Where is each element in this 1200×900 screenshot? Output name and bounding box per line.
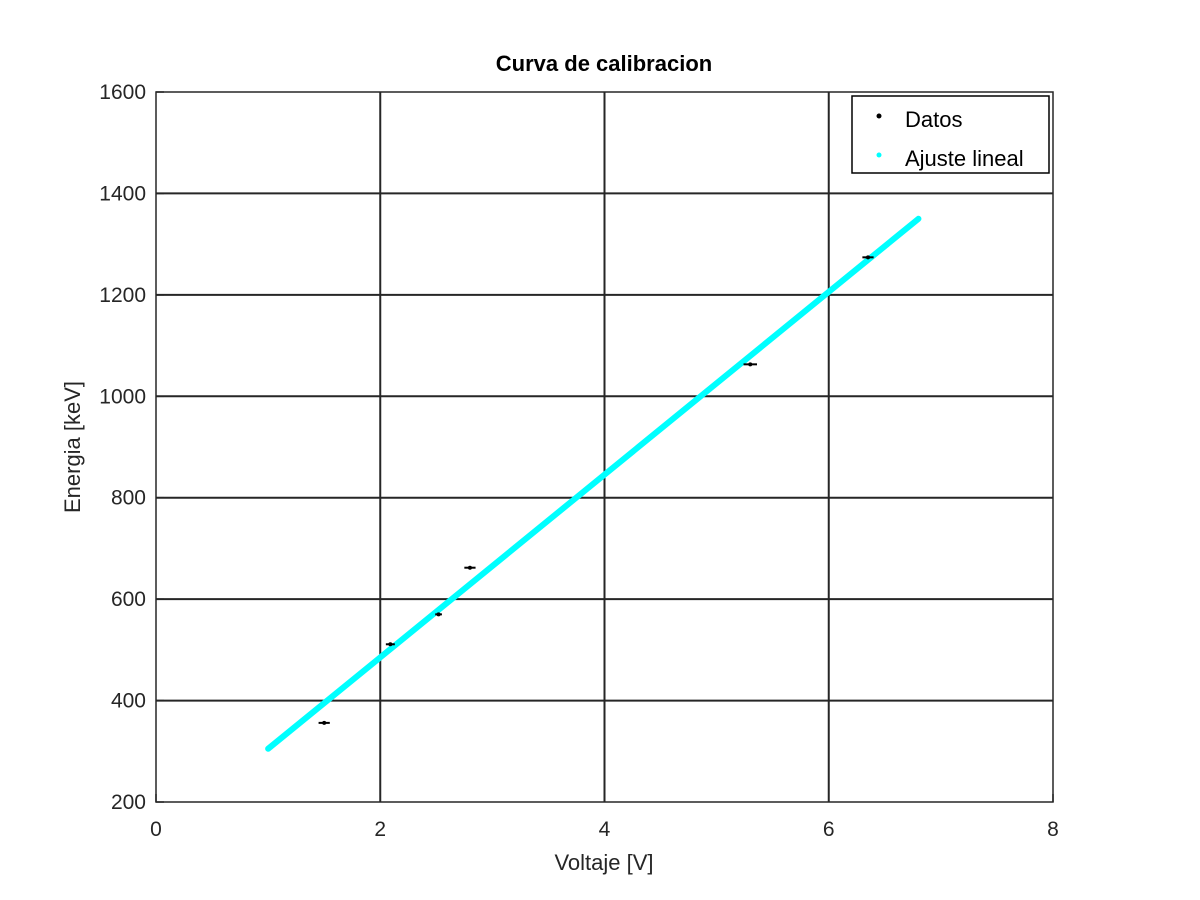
x-tick-label: 6 (823, 818, 835, 841)
y-tick-label: 600 (111, 588, 146, 611)
x-axis-label: Voltaje [V] (554, 850, 653, 875)
y-tick-label: 200 (111, 791, 146, 814)
x-tick-label: 0 (150, 818, 162, 841)
data-point (436, 612, 441, 617)
legend-marker-datos (876, 113, 882, 119)
x-tick-label: 2 (374, 818, 386, 841)
legend-label-ajuste: Ajuste lineal (905, 146, 1024, 171)
y-ticks: 200 400 600 800 1000 1200 1400 1600 (99, 81, 164, 814)
x-tick-label: 8 (1047, 818, 1059, 841)
legend-label-datos: Datos (905, 107, 962, 132)
x-tick-label: 4 (599, 818, 611, 841)
data-points-group (318, 255, 874, 725)
data-point (388, 642, 393, 647)
y-tick-label: 400 (111, 690, 146, 713)
data-point (322, 720, 327, 725)
data-point (467, 565, 472, 570)
y-tick-label: 1200 (99, 284, 146, 307)
legend: Datos Ajuste lineal (851, 95, 1050, 174)
y-tick-label: 1400 (99, 182, 146, 205)
chart-title: Curva de calibracion (496, 51, 712, 76)
legend-marker-ajuste (876, 152, 882, 158)
y-tick-label: 1000 (99, 385, 146, 408)
fit-line-group (265, 215, 922, 752)
y-tick-label: 800 (111, 487, 146, 510)
x-ticks: 0 2 4 6 8 (150, 794, 1059, 841)
y-axis-label: Energia [keV] (60, 381, 85, 513)
data-point (748, 362, 753, 367)
legend-box (851, 95, 1050, 174)
grid-lines (156, 92, 1053, 802)
fit-line (265, 215, 922, 752)
y-tick-label: 1600 (99, 81, 146, 104)
data-point (865, 255, 870, 260)
